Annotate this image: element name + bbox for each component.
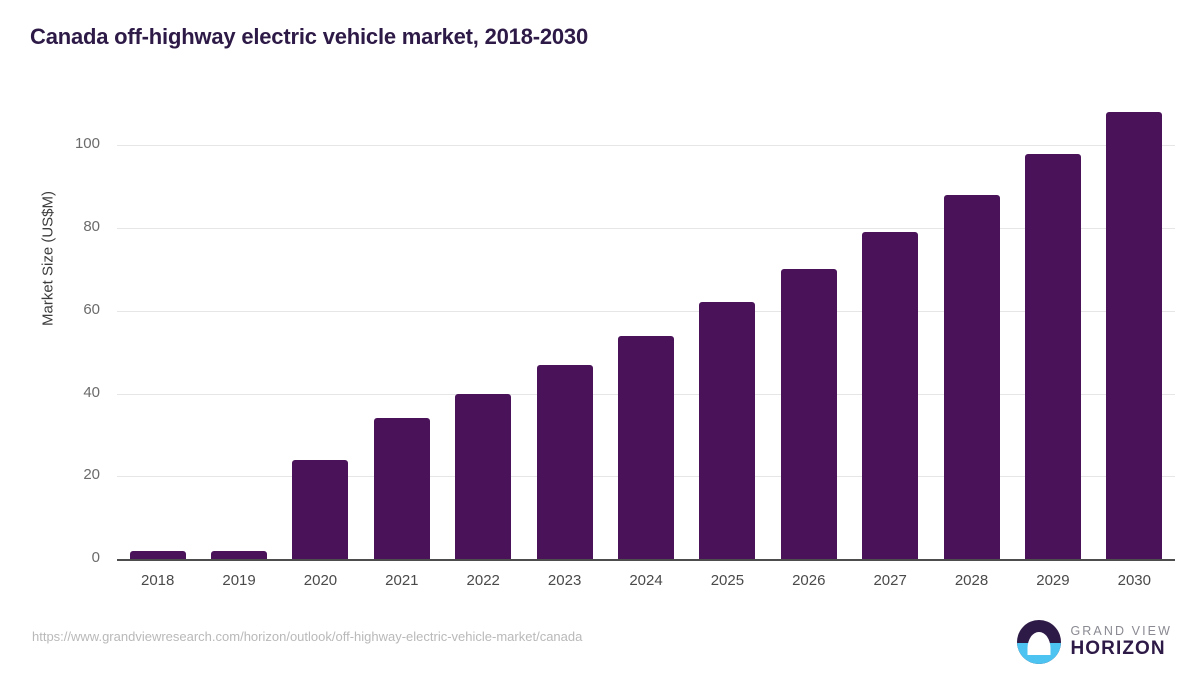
- bar-2028[interactable]: [943, 194, 1000, 559]
- horizon-circle-icon: [1017, 620, 1062, 664]
- grand-view-horizon-logo: GRAND VIEW HORIZON: [1017, 620, 1172, 664]
- bar-2024[interactable]: [618, 335, 674, 559]
- x-tick-label: 2025: [710, 572, 745, 589]
- bar-2021[interactable]: [373, 418, 430, 559]
- bar-2026[interactable]: [780, 269, 837, 559]
- x-tick-label: 2028: [954, 572, 989, 589]
- source-url-text: https://www.grandviewresearch.com/horizo…: [32, 629, 583, 644]
- gridline: [117, 228, 1175, 229]
- horizon-line-upper: [1029, 647, 1049, 651]
- page-title: Canada off-highway electric vehicle mark…: [30, 24, 588, 49]
- y-tick-label: 80: [83, 218, 100, 235]
- y-tick-label: 100: [74, 135, 100, 153]
- x-axis-line: [117, 559, 1175, 561]
- x-tick-label: 2024: [629, 572, 663, 589]
- x-tick-label: 2020: [303, 572, 338, 589]
- x-tick-label: 2018: [141, 572, 175, 589]
- logo-brand-top: GRAND VIEW: [1070, 624, 1172, 639]
- y-tick-label: 60: [83, 300, 100, 318]
- logo-text-block: GRAND VIEW HORIZON: [1070, 625, 1172, 658]
- x-tick-label: 2029: [1036, 572, 1070, 589]
- horizon-line-lower: [1033, 652, 1046, 656]
- bar-2029[interactable]: [1024, 153, 1081, 559]
- y-tick-label: 40: [83, 383, 100, 401]
- bar-2027[interactable]: [862, 232, 919, 559]
- y-axis-title: Market Size (US$M): [39, 190, 57, 327]
- bar-2030[interactable]: [1106, 112, 1163, 559]
- bar-2019[interactable]: [211, 550, 268, 559]
- bar-2025[interactable]: [699, 302, 756, 559]
- logo-brand-bottom: HORIZON: [1070, 637, 1166, 659]
- gridline: [117, 310, 1175, 312]
- x-tick-label: 2026: [792, 572, 826, 589]
- gridline: [117, 145, 1175, 147]
- y-tick-label: 0: [91, 549, 100, 566]
- bar-2022[interactable]: [455, 393, 512, 559]
- y-tick-label: 20: [83, 466, 100, 484]
- bar-2018[interactable]: [129, 550, 186, 559]
- x-tick-label: 2019: [222, 572, 256, 589]
- x-tick-label: 2022: [466, 572, 500, 589]
- bar-2023[interactable]: [536, 364, 593, 559]
- x-tick-label: 2021: [385, 572, 419, 589]
- x-tick-label: 2027: [873, 572, 907, 589]
- x-tick-label: 2023: [547, 572, 582, 589]
- bar-2020[interactable]: [292, 459, 349, 559]
- x-tick-label: 2030: [1117, 572, 1151, 589]
